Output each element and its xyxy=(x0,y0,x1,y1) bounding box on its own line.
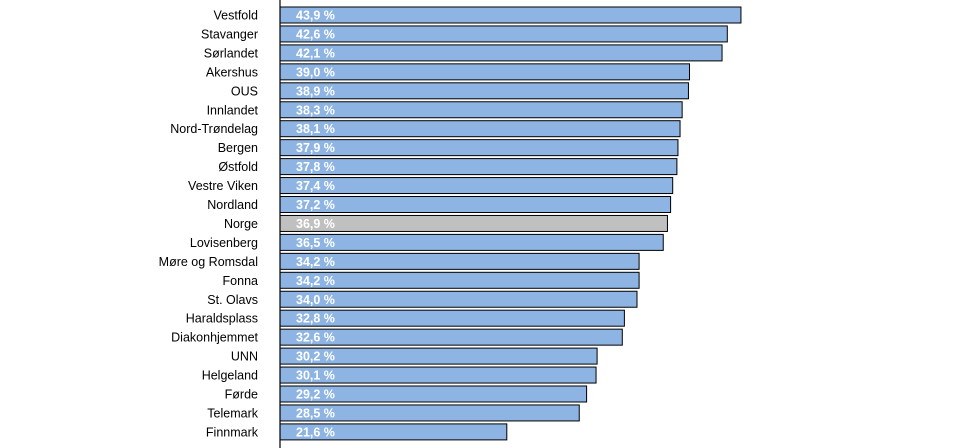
category-label: Sørlandet xyxy=(204,46,259,60)
bar-8 xyxy=(279,158,678,176)
category-label: Innlandet xyxy=(207,103,259,117)
value-label: 34,2 % xyxy=(296,274,335,288)
value-label: 43,9 % xyxy=(296,9,335,23)
value-label: 30,2 % xyxy=(296,350,335,364)
category-label: Finnmark xyxy=(206,425,259,439)
value-label: 34,2 % xyxy=(296,255,335,269)
bar-11 xyxy=(279,214,668,232)
category-label: Akershus xyxy=(206,65,258,79)
bar-0 xyxy=(279,6,742,24)
bar-3 xyxy=(279,63,690,81)
category-label: Haraldsplass xyxy=(186,312,258,326)
value-label: 29,2 % xyxy=(296,388,335,402)
value-label: 32,6 % xyxy=(296,331,335,345)
category-label: OUS xyxy=(231,84,258,98)
category-label: Lovisenberg xyxy=(190,236,258,250)
bar-2 xyxy=(279,44,723,62)
value-label: 37,9 % xyxy=(296,141,335,155)
category-label: Diakonhjemmet xyxy=(171,331,258,345)
bar-7 xyxy=(279,139,679,157)
value-label: 42,1 % xyxy=(296,46,335,60)
value-label: 28,5 % xyxy=(296,406,335,420)
value-label: 37,4 % xyxy=(296,179,335,193)
category-label: Møre og Romsdal xyxy=(159,255,258,269)
category-label: Vestre Viken xyxy=(188,179,258,193)
value-label: 30,1 % xyxy=(296,369,335,383)
category-label: Førde xyxy=(225,388,258,402)
bar-6 xyxy=(279,120,681,138)
value-label: 36,9 % xyxy=(296,217,335,231)
value-label: 39,0 % xyxy=(296,65,335,79)
category-label: Nordland xyxy=(207,198,258,212)
value-label: 37,2 % xyxy=(296,198,335,212)
category-label: St. Olavs xyxy=(207,293,258,307)
category-label: Vestfold xyxy=(214,9,259,23)
bar-1 xyxy=(279,25,728,43)
category-label: Nord-Trøndelag xyxy=(170,122,258,136)
value-label: 38,1 % xyxy=(296,122,335,136)
bar-9 xyxy=(279,177,674,195)
value-label: 32,8 % xyxy=(296,312,335,326)
value-label: 37,8 % xyxy=(296,160,335,174)
value-label: 21,6 % xyxy=(296,425,335,439)
value-label: 42,6 % xyxy=(296,27,335,41)
value-label: 38,9 % xyxy=(296,84,335,98)
category-label: Østfold xyxy=(218,160,258,174)
value-label: 38,3 % xyxy=(296,103,335,117)
category-label: Stavanger xyxy=(201,27,258,41)
value-label: 36,5 % xyxy=(296,236,335,250)
category-label: UNN xyxy=(231,350,258,364)
bar-10 xyxy=(279,196,672,213)
value-label: 34,0 % xyxy=(296,293,335,307)
category-label: Helgeland xyxy=(202,369,258,383)
category-label: Bergen xyxy=(218,141,258,155)
category-label: Telemark xyxy=(207,406,258,420)
bar-4 xyxy=(279,82,689,100)
category-label: Fonna xyxy=(223,274,258,288)
category-label: Norge xyxy=(224,217,258,231)
bar-12 xyxy=(279,233,664,251)
bar-5 xyxy=(279,101,683,119)
